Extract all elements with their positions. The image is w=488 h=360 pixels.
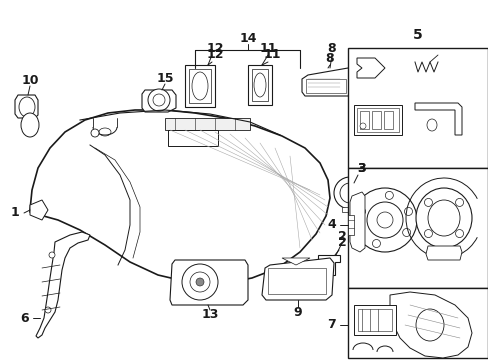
Polygon shape: [142, 90, 176, 112]
Ellipse shape: [19, 97, 35, 117]
Polygon shape: [262, 258, 333, 300]
Ellipse shape: [366, 202, 402, 238]
Bar: [359, 111, 368, 129]
Ellipse shape: [192, 72, 207, 100]
Ellipse shape: [415, 188, 471, 248]
Bar: [347, 215, 353, 235]
Bar: [184, 65, 215, 107]
Text: 12: 12: [206, 41, 224, 54]
Text: 2: 2: [337, 235, 346, 248]
Bar: [371, 111, 380, 129]
Polygon shape: [414, 103, 461, 135]
Text: 5: 5: [412, 28, 422, 42]
Ellipse shape: [91, 129, 99, 137]
Ellipse shape: [385, 192, 392, 199]
Bar: [305, 79, 346, 93]
Text: 7: 7: [327, 319, 336, 332]
Text: 8: 8: [327, 41, 336, 54]
Text: 9: 9: [293, 306, 302, 319]
Bar: [189, 69, 210, 103]
Text: 3: 3: [357, 162, 366, 175]
Ellipse shape: [21, 113, 39, 137]
Polygon shape: [30, 110, 329, 284]
Polygon shape: [36, 232, 90, 338]
Text: 15: 15: [156, 72, 173, 85]
Text: 13: 13: [201, 309, 218, 321]
Polygon shape: [349, 192, 364, 252]
Ellipse shape: [424, 230, 431, 238]
Polygon shape: [30, 200, 48, 220]
Polygon shape: [317, 255, 339, 275]
Bar: [347, 48, 487, 168]
Text: 6: 6: [20, 311, 29, 324]
Bar: [247, 65, 271, 105]
Polygon shape: [170, 260, 247, 305]
Bar: [357, 309, 391, 331]
Bar: [168, 130, 218, 146]
Ellipse shape: [427, 200, 459, 236]
Polygon shape: [341, 207, 357, 212]
Bar: [383, 111, 392, 129]
Ellipse shape: [45, 307, 51, 313]
Polygon shape: [302, 68, 351, 96]
Text: 11: 11: [263, 49, 280, 62]
Polygon shape: [356, 58, 384, 78]
Ellipse shape: [357, 207, 365, 215]
Ellipse shape: [182, 264, 218, 300]
Text: 10: 10: [21, 73, 39, 86]
Text: 4: 4: [327, 219, 336, 231]
Ellipse shape: [253, 73, 265, 97]
Ellipse shape: [339, 183, 359, 203]
Text: 2: 2: [337, 230, 346, 243]
Ellipse shape: [415, 309, 443, 341]
Ellipse shape: [372, 239, 380, 247]
Ellipse shape: [148, 89, 170, 111]
Ellipse shape: [352, 188, 416, 252]
Bar: [347, 168, 487, 288]
Ellipse shape: [424, 198, 431, 206]
Ellipse shape: [359, 123, 365, 129]
Text: 3: 3: [357, 162, 366, 175]
Text: 1: 1: [11, 207, 20, 220]
Bar: [267, 268, 325, 294]
Polygon shape: [15, 95, 38, 118]
Ellipse shape: [455, 198, 463, 206]
Bar: [251, 69, 267, 101]
Polygon shape: [425, 246, 461, 260]
Text: 12: 12: [206, 49, 224, 62]
Bar: [353, 305, 395, 335]
Ellipse shape: [190, 272, 209, 292]
Text: 8: 8: [325, 51, 334, 64]
Ellipse shape: [49, 252, 55, 258]
Ellipse shape: [402, 229, 410, 237]
Bar: [353, 105, 401, 135]
Ellipse shape: [196, 278, 203, 286]
Bar: [356, 108, 398, 132]
Polygon shape: [282, 258, 309, 265]
Ellipse shape: [426, 119, 436, 131]
Ellipse shape: [333, 177, 365, 209]
Ellipse shape: [455, 230, 463, 238]
Bar: [347, 288, 487, 358]
Ellipse shape: [376, 212, 392, 228]
Polygon shape: [389, 292, 471, 358]
Text: 14: 14: [239, 31, 256, 45]
Bar: [164, 118, 249, 130]
Text: 11: 11: [259, 41, 276, 54]
Ellipse shape: [404, 207, 412, 215]
Ellipse shape: [153, 94, 164, 106]
